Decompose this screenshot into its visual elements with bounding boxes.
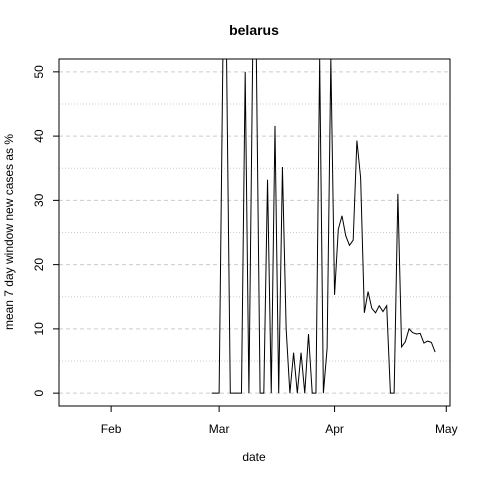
x-tick-label: Mar (209, 422, 230, 436)
x-axis-label: date (242, 450, 266, 464)
series-group (211, 59, 436, 394)
plot-frame (58, 58, 451, 407)
data-line (211, 59, 436, 394)
x-tick-label: Apr (325, 422, 344, 436)
y-tick-label: 0 (32, 389, 46, 396)
x-tick-label: May (435, 422, 458, 436)
y-tick-label: 30 (32, 193, 46, 207)
gridlines (59, 71, 450, 394)
y-tick-label: 50 (32, 65, 46, 79)
chart-title: belarus (229, 22, 279, 38)
y-tick-label: 40 (32, 129, 46, 143)
y-tick-label: 20 (32, 258, 46, 272)
y-axis-label: mean 7 day window new cases as % (2, 134, 16, 330)
x-tick-label: Feb (101, 422, 122, 436)
y-tick-label: 10 (32, 322, 46, 336)
